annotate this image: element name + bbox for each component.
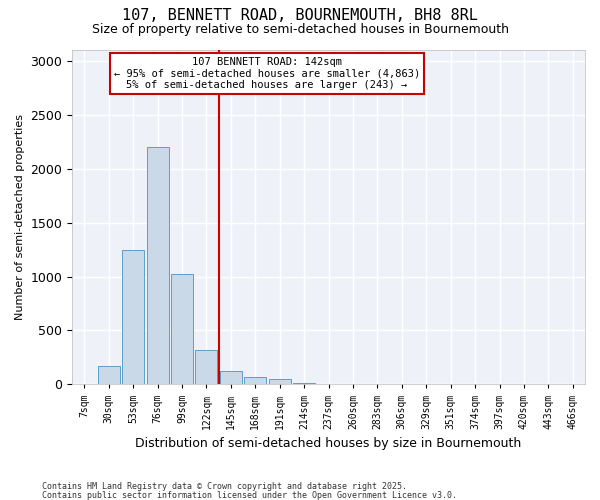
Text: Size of property relative to semi-detached houses in Bournemouth: Size of property relative to semi-detach…	[91, 22, 509, 36]
Bar	[244, 378, 266, 384]
Text: Contains public sector information licensed under the Open Government Licence v3: Contains public sector information licen…	[42, 490, 457, 500]
X-axis label: Distribution of semi-detached houses by size in Bournemouth: Distribution of semi-detached houses by …	[136, 437, 522, 450]
Bar	[220, 372, 242, 384]
Bar	[171, 274, 193, 384]
Text: 107 BENNETT ROAD: 142sqm
← 95% of semi-detached houses are smaller (4,863)
5% of: 107 BENNETT ROAD: 142sqm ← 95% of semi-d…	[114, 56, 420, 90]
Text: 107, BENNETT ROAD, BOURNEMOUTH, BH8 8RL: 107, BENNETT ROAD, BOURNEMOUTH, BH8 8RL	[122, 8, 478, 22]
Bar	[269, 379, 291, 384]
Bar	[98, 366, 120, 384]
Bar	[122, 250, 144, 384]
Bar	[196, 350, 217, 384]
Y-axis label: Number of semi-detached properties: Number of semi-detached properties	[15, 114, 25, 320]
Text: Contains HM Land Registry data © Crown copyright and database right 2025.: Contains HM Land Registry data © Crown c…	[42, 482, 407, 491]
Bar	[146, 147, 169, 384]
